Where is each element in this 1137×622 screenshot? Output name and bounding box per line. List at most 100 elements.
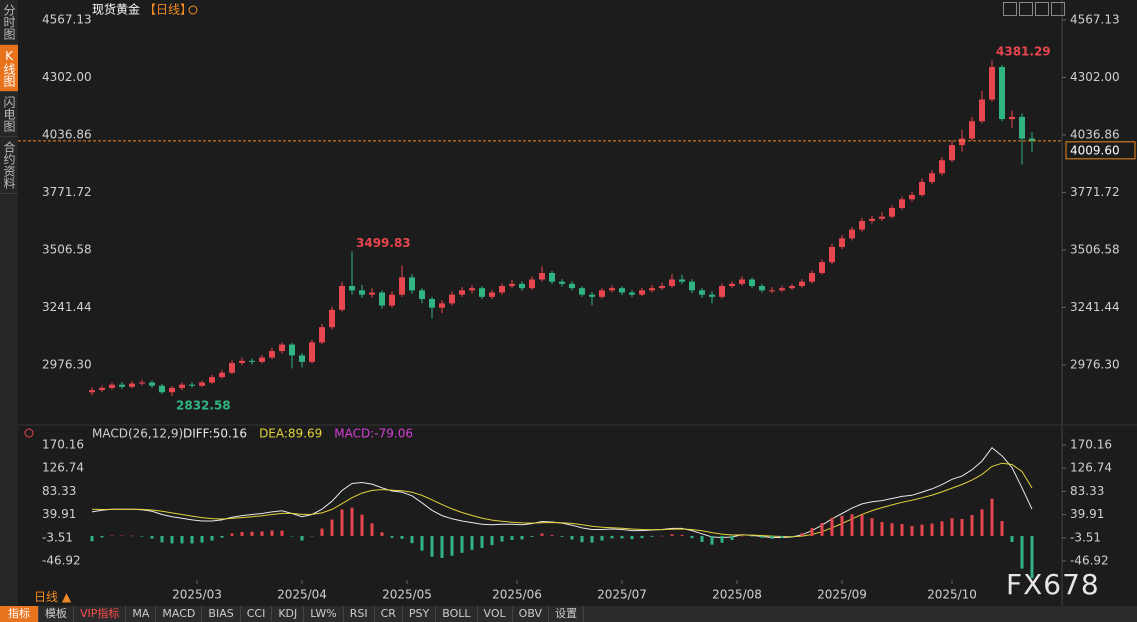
candle-body xyxy=(359,290,365,295)
candle-body xyxy=(859,220,865,230)
macd-bar xyxy=(520,535,524,540)
macd-bar xyxy=(790,535,794,537)
candle-body xyxy=(459,290,465,295)
candle-body xyxy=(719,286,725,297)
candle-body xyxy=(209,377,215,383)
macd-bar xyxy=(720,535,724,543)
macd-bar xyxy=(860,514,864,536)
candle-body xyxy=(869,218,875,221)
candle-body xyxy=(339,286,345,310)
macd-bar xyxy=(920,524,924,536)
y-tick-label: 4036.86 xyxy=(1070,127,1120,141)
macd-bar xyxy=(810,528,814,536)
toolbar-item[interactable]: KDJ xyxy=(272,606,305,622)
side-tab[interactable]: 合约资料 xyxy=(0,137,18,194)
y-tick-label: 170.16 xyxy=(42,437,84,451)
toolbar-item[interactable]: 指标 xyxy=(0,606,39,622)
candle-body xyxy=(689,281,695,291)
macd-bar xyxy=(280,530,284,536)
toolbar-item[interactable]: BIAS xyxy=(202,606,241,622)
toolbar-item[interactable]: PSY xyxy=(403,606,437,622)
y-tick-label: 4567.13 xyxy=(1070,12,1120,26)
candle-body xyxy=(419,290,425,300)
macd-bar xyxy=(660,535,664,537)
candle-body xyxy=(519,283,525,289)
candle-body xyxy=(449,294,455,304)
candle-body xyxy=(479,288,485,297)
candle-body xyxy=(239,360,245,363)
candle-body xyxy=(849,229,855,239)
add-icon[interactable] xyxy=(188,5,198,15)
candle-body xyxy=(489,292,495,297)
toolbar-item[interactable]: 设置 xyxy=(549,606,585,622)
side-tab[interactable]: 闪电图 xyxy=(0,92,18,137)
macd-bar xyxy=(910,526,914,536)
toolbar-item[interactable]: 模板 xyxy=(39,606,74,622)
macd-bar xyxy=(530,535,534,537)
macd-bar xyxy=(420,535,424,551)
candle-body xyxy=(499,286,505,293)
side-tab[interactable]: K线图 xyxy=(0,45,18,92)
y-tick-label: 4302.00 xyxy=(42,70,92,84)
icon[interactable] xyxy=(1051,2,1065,16)
toolbar-item[interactable]: RSI xyxy=(344,606,375,622)
x-tick-label: 2025/05 xyxy=(382,588,432,602)
candle-body xyxy=(469,288,475,291)
icon[interactable] xyxy=(1003,2,1017,16)
toolbar-item[interactable]: BOLL xyxy=(436,606,478,622)
candle-body xyxy=(949,145,955,161)
macd-bar xyxy=(1010,535,1014,543)
macd-bar xyxy=(150,535,154,539)
macd-bar xyxy=(690,535,694,539)
candle-body xyxy=(559,281,565,284)
icon[interactable] xyxy=(1035,2,1049,16)
side-tab[interactable]: 分时图 xyxy=(0,0,18,45)
x-tick-label: 2025/09 xyxy=(817,588,867,602)
toolbar-item[interactable]: OBV xyxy=(513,606,550,622)
indicator-icon[interactable] xyxy=(24,428,34,438)
candle-body xyxy=(149,382,155,386)
macd-bar xyxy=(540,533,544,536)
candle-body xyxy=(319,327,325,343)
toolbar-item[interactable]: CCI xyxy=(241,606,273,622)
toolbar-item[interactable]: CR xyxy=(375,606,403,622)
candle-body xyxy=(309,342,315,362)
toolbar-item[interactable]: VOL xyxy=(478,606,513,622)
x-tick-label: 2025/04 xyxy=(277,588,327,602)
toolbar-item[interactable]: VIP指标 xyxy=(74,606,127,622)
macd-bar xyxy=(940,521,944,536)
candle-body xyxy=(249,360,255,362)
macd-bar xyxy=(850,514,854,536)
candle-body xyxy=(679,279,685,282)
candle-body xyxy=(929,173,935,182)
toolbar-item[interactable]: LW% xyxy=(304,606,344,622)
macd-bar xyxy=(590,535,594,543)
toolbar-item[interactable]: MA xyxy=(126,606,157,622)
macd-bar xyxy=(230,533,234,536)
y-tick-label: -46.92 xyxy=(42,553,81,567)
toolbar-item[interactable]: MACD xyxy=(156,606,203,622)
macd-bar xyxy=(100,535,104,538)
candle-body xyxy=(259,357,265,362)
candle-body xyxy=(829,246,835,263)
macd-bar xyxy=(110,535,114,536)
icon[interactable] xyxy=(1019,2,1033,16)
candle-body xyxy=(639,290,645,295)
period-label[interactable]: 日线 ▲ xyxy=(34,590,72,604)
candle-body xyxy=(839,238,845,247)
macd-bar xyxy=(170,535,174,544)
x-tick-label: 2025/07 xyxy=(597,588,647,602)
candle-body xyxy=(429,299,435,308)
macd-bar xyxy=(500,535,504,542)
candle-body xyxy=(969,121,975,139)
y-tick-label: -3.51 xyxy=(1070,530,1101,544)
y-tick-label: 3241.44 xyxy=(42,300,92,314)
extreme-label: 2832.58 xyxy=(176,399,231,413)
candle-body xyxy=(539,272,545,280)
macd-bar xyxy=(190,535,194,544)
macd-bar xyxy=(200,535,204,543)
x-tick-label: 2025/10 xyxy=(927,588,977,602)
candle-body xyxy=(659,286,665,289)
candle-body xyxy=(529,279,535,289)
macd-bar xyxy=(490,535,494,546)
